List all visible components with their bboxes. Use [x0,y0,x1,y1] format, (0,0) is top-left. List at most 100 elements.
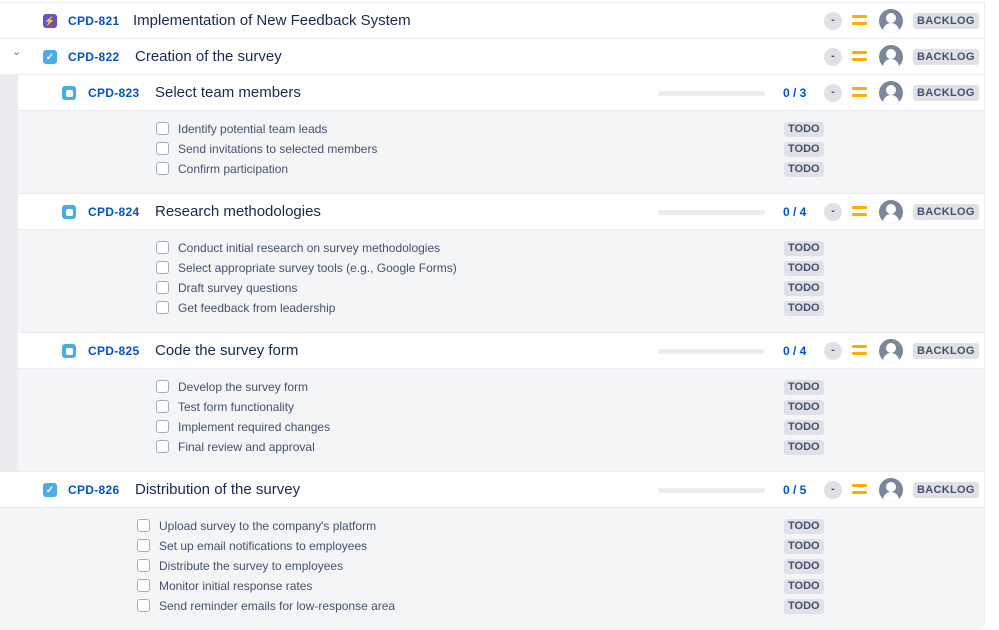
avatar-icon[interactable] [879,339,903,363]
todo-badge[interactable]: TODO [784,559,824,574]
issue-title[interactable]: Distribution of the survey [135,481,301,498]
todo-badge[interactable]: TODO [784,400,824,415]
issue-title[interactable]: Code the survey form [155,342,299,359]
checkbox[interactable] [156,301,169,314]
todo-badge[interactable]: TODO [784,301,824,316]
checklist-item[interactable]: Get feedback from leadership TODO [18,298,984,318]
checklist-item[interactable]: Final review and approval TODO [18,437,984,457]
todo-badge[interactable]: TODO [784,519,824,534]
checklist-item[interactable]: Identify potential team leads TODO [18,119,984,139]
issue-key[interactable]: CPD-824 [88,205,140,219]
avatar-icon[interactable] [879,9,903,33]
checkbox[interactable] [156,440,169,453]
issue-key[interactable]: CPD-821 [68,14,120,28]
checklist-item[interactable]: Test form functionality TODO [18,397,984,417]
avatar-icon[interactable] [879,81,903,105]
checkbox[interactable] [156,142,169,155]
priority-medium-icon[interactable] [852,206,867,218]
checklist-item[interactable]: Implement required changes TODO [18,417,984,437]
issue-title[interactable]: Implementation of New Feedback System [133,12,411,29]
progress-bar [658,210,765,215]
checkbox[interactable] [156,400,169,413]
status-badge[interactable]: BACKLOG [913,49,979,65]
checkbox[interactable] [137,559,150,572]
issue-row[interactable]: ✓ CPD-826 Distribution of the survey 0 / 5 -… [0,472,984,508]
issue-key[interactable]: CPD-822 [68,50,120,64]
checkbox[interactable] [156,420,169,433]
todo-badge[interactable]: TODO [784,440,824,455]
todo-badge[interactable]: TODO [784,539,824,554]
estimate-badge[interactable]: - [824,48,842,66]
checklist-item-text: Test form functionality [178,400,295,414]
checklist-item[interactable]: Distribute the survey to employees TODO [0,556,984,576]
issue-title[interactable]: Research methodologies [155,203,321,220]
issue-title[interactable]: Creation of the survey [135,48,282,65]
checklist-item[interactable]: Set up email notifications to employees T… [0,536,984,556]
checklist-item[interactable]: Draft survey questions TODO [18,278,984,298]
issue-key[interactable]: CPD-823 [88,86,140,100]
checklist-item[interactable]: Send reminder emails for low-response ar… [0,596,984,616]
checklist: Conduct initial research on survey metho… [18,230,984,333]
checkbox[interactable] [137,519,150,532]
issue-row[interactable]: CPD-823 Select team members 0 / 3 - BACKLOG [18,75,984,111]
todo-badge[interactable]: TODO [784,142,824,157]
priority-medium-icon[interactable] [852,345,867,357]
status-badge[interactable]: BACKLOG [913,204,979,220]
chevron-down-icon[interactable]: ⌄ [12,46,22,58]
issue-key[interactable]: CPD-826 [68,483,120,497]
estimate-badge[interactable]: - [824,342,842,360]
todo-badge[interactable]: TODO [784,420,824,435]
issue-row[interactable]: CPD-825 Code the survey form 0 / 4 - BACKLOG [18,333,984,369]
checkbox[interactable] [156,241,169,254]
issue-row[interactable]: CPD-824 Research methodologies 0 / 4 - BACKL… [18,194,984,230]
todo-badge[interactable]: TODO [784,599,824,614]
avatar-icon[interactable] [879,45,903,69]
estimate-badge[interactable]: - [824,84,842,102]
checklist-item[interactable]: Send invitations to selected members TODO [18,139,984,159]
todo-badge[interactable]: TODO [784,579,824,594]
todo-badge[interactable]: TODO [784,162,824,177]
checklist-item-text: Implement required changes [178,420,331,434]
checklist-item[interactable]: Select appropriate survey tools (e.g., G… [18,258,984,278]
checklist-item-text: Select appropriate survey tools (e.g., G… [178,261,457,275]
checklist-item[interactable]: Conduct initial research on survey metho… [18,238,984,258]
checkbox[interactable] [137,539,150,552]
checklist-item-text: Final review and approval [178,440,315,454]
checkbox[interactable] [156,380,169,393]
checkbox[interactable] [156,122,169,135]
checklist: Develop the survey form TODO Test form fun… [18,369,984,472]
todo-badge[interactable]: TODO [784,380,824,395]
estimate-badge[interactable]: - [824,481,842,499]
estimate-badge[interactable]: - [824,203,842,221]
checkbox[interactable] [156,162,169,175]
todo-badge[interactable]: TODO [784,122,824,137]
checkbox[interactable] [137,599,150,612]
priority-medium-icon[interactable] [852,484,867,496]
todo-badge[interactable]: TODO [784,241,824,256]
checklist-item[interactable]: Confirm participation TODO [18,159,984,179]
issue-row[interactable]: ⌄ ✓ CPD-822 Creation of the survey - BACKLOG [0,39,984,75]
issue-key[interactable]: CPD-825 [88,344,140,358]
status-badge[interactable]: BACKLOG [913,13,979,29]
priority-medium-icon[interactable] [852,15,867,27]
status-badge[interactable]: BACKLOG [913,482,979,498]
priority-medium-icon[interactable] [852,87,867,99]
issue-row[interactable]: ⚡ CPD-821 Implementation of New Feedback S… [0,3,984,39]
checkbox[interactable] [156,281,169,294]
checkbox[interactable] [137,579,150,592]
checklist-item-text: Send invitations to selected members [178,142,378,156]
checklist-item-text: Confirm participation [178,162,289,176]
checklist-item[interactable]: Monitor initial response rates TODO [0,576,984,596]
status-badge[interactable]: BACKLOG [913,343,979,359]
checklist-item[interactable]: Develop the survey form TODO [18,377,984,397]
todo-badge[interactable]: TODO [784,281,824,296]
priority-medium-icon[interactable] [852,51,867,63]
checklist-item[interactable]: Upload survey to the company's platform T… [0,516,984,536]
estimate-badge[interactable]: - [824,12,842,30]
avatar-icon[interactable] [879,200,903,224]
status-badge[interactable]: BACKLOG [913,85,979,101]
todo-badge[interactable]: TODO [784,261,824,276]
checkbox[interactable] [156,261,169,274]
avatar-icon[interactable] [879,478,903,502]
issue-title[interactable]: Select team members [155,84,301,101]
